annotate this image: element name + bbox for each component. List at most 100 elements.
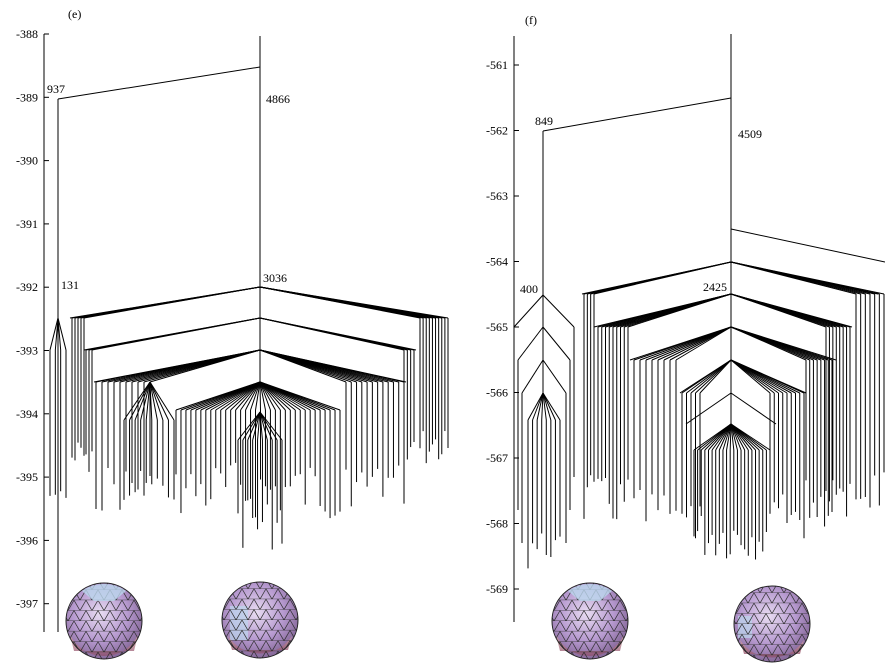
tree-branch: [690, 359, 732, 394]
axis-tick-label: -565: [486, 320, 508, 334]
tree-branch: [542, 294, 575, 328]
tree-branch: [149, 349, 261, 383]
tree-branch: [711, 423, 732, 451]
node-label-131: 131: [61, 278, 79, 292]
tree-branch: [517, 326, 544, 361]
tree-branch: [259, 381, 281, 411]
branch-849-f: [542, 97, 732, 132]
branch-937-e: [57, 66, 261, 100]
tree-branch: [695, 359, 732, 394]
tree-branch: [134, 381, 151, 421]
tree-branch: [235, 381, 261, 411]
tree-branch: [669, 326, 732, 361]
tree-branch: [149, 381, 175, 421]
panel-label-f: (f): [525, 13, 537, 27]
tree-branch: [257, 411, 261, 441]
tree-branch: [140, 381, 151, 421]
panel-f: (f) -561 -562 -563 -564 -565 -566 -567 -568 -569…: [486, 13, 885, 663]
tree-branch: [149, 381, 169, 421]
tree-branch: [91, 317, 261, 351]
tree-branch: [722, 423, 732, 451]
node-label-937: 937: [47, 82, 65, 96]
tree-branch: [240, 381, 261, 411]
axis-tick-label: -563: [486, 189, 508, 203]
axis-tick-label: -562: [486, 124, 508, 138]
tree-branch: [542, 326, 571, 361]
tree-branch: [49, 317, 59, 351]
cluster-image-left-f: [551, 582, 629, 660]
tree-branch: [259, 411, 268, 441]
tree-branch: [259, 381, 286, 411]
panel-e: (e) -388 -389 -390 -391 -392 -393 -394 -395 -396…: [16, 7, 449, 660]
tree-branch: [83, 286, 261, 319]
tree-branch: [536, 392, 544, 421]
node-label-2425: 2425: [703, 280, 727, 294]
tree-branch: [513, 294, 544, 328]
tree-branch: [730, 423, 746, 451]
tree-branch: [149, 381, 158, 421]
panel-label-e: (e): [68, 7, 81, 21]
tree-branch: [129, 381, 151, 421]
tree-branch: [542, 392, 561, 421]
tree-branch: [627, 293, 732, 328]
tree-branch: [718, 423, 732, 451]
node-label-4509: 4509: [738, 127, 762, 141]
tree-branch: [259, 411, 278, 441]
tree-branch: [730, 423, 738, 451]
branch-offpage-f: [730, 228, 885, 263]
node-label-3036: 3036: [263, 271, 287, 285]
cluster-image-right-e: [221, 581, 299, 659]
tree-branch: [259, 411, 283, 441]
tree-branch: [247, 411, 261, 441]
tree-branch: [255, 381, 261, 411]
axis-tick-label: -390: [16, 154, 38, 168]
axis-tick-label: -393: [16, 344, 38, 358]
tree-branch: [252, 411, 261, 441]
node-label-4866: 4866: [266, 92, 290, 106]
tree-branch: [259, 349, 405, 383]
tree-branch: [542, 392, 556, 421]
tree-branch: [259, 411, 273, 441]
tree-branch: [259, 381, 341, 411]
tree-branch: [259, 381, 291, 411]
tree-branch: [123, 381, 151, 421]
tree-branch: [57, 317, 62, 351]
tree-branch: [225, 381, 261, 411]
axis-tick-label: -568: [486, 517, 508, 531]
tree-branch: [532, 392, 544, 421]
axis-ticks-e: -388 -389 -390 -391 -392 -393 -394 -395 -396 -397: [16, 27, 49, 611]
tree-branch: [730, 423, 771, 451]
tree-branch: [715, 423, 732, 451]
tree-branch: [149, 381, 153, 421]
tree-branch: [259, 411, 263, 441]
tree-branch: [54, 317, 59, 351]
tree-branch: [242, 411, 261, 441]
axis-tick-label: -396: [16, 533, 38, 547]
axis-tick-label: -397: [16, 597, 38, 611]
tree-branch: [730, 392, 777, 425]
axis-tick-label: -395: [16, 470, 38, 484]
tree-branch: [259, 381, 266, 411]
tree-branch: [245, 381, 261, 411]
tree-branch: [729, 423, 732, 451]
tree-branch: [250, 381, 261, 411]
node-label-400: 400: [520, 282, 538, 296]
tree-branch: [675, 326, 732, 361]
axis-tick-label: -388: [16, 27, 38, 41]
cluster-image-left-e: [65, 582, 143, 660]
tree-branch: [726, 423, 732, 451]
axis-tick-label: -394: [16, 407, 38, 421]
axis-tick-label: -567: [486, 451, 508, 465]
tree-branch: [541, 392, 544, 421]
tree-branch: [542, 392, 552, 421]
tree-branch: [527, 392, 544, 421]
tree-branch: [593, 261, 732, 295]
axis-tick-label: -566: [486, 386, 508, 400]
tree-branch: [259, 317, 415, 351]
tree-branch: [542, 359, 567, 394]
tree-branch: [730, 293, 851, 328]
node-label-849: 849: [535, 114, 553, 128]
tree-branch: [259, 381, 276, 411]
tree-branch: [730, 423, 742, 451]
